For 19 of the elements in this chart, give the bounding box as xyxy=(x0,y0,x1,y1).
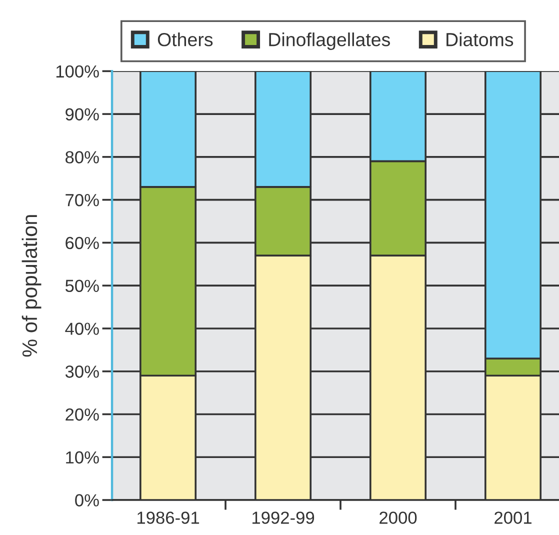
legend-label: Others xyxy=(158,32,213,46)
y-tick-label: 50% xyxy=(65,280,99,292)
y-tick-label: 40% xyxy=(65,322,99,335)
y-tick-label: 60% xyxy=(66,236,99,250)
x-tick-label: 1986-91 xyxy=(137,512,200,524)
y-tick-label: 0% xyxy=(75,494,99,506)
x-tick-label: 2000 xyxy=(380,512,417,524)
y-tick-label: 20% xyxy=(66,408,99,421)
y-tick-label: 90% xyxy=(66,108,99,120)
legend-label: Diatoms xyxy=(446,32,514,46)
y-tick-label: 100% xyxy=(56,65,99,78)
y-tick-label: 70% xyxy=(66,194,99,206)
y-tick-label: 80% xyxy=(66,151,99,164)
y-tick-label: 10% xyxy=(66,451,99,464)
y-axis-title: % of population xyxy=(22,215,42,357)
x-tick-label: 1992-99 xyxy=(252,512,314,524)
x-tick-label: 2001 xyxy=(494,512,532,524)
legend-label: Dinoflagellates xyxy=(269,32,390,50)
y-tick-label: 30% xyxy=(65,366,99,378)
